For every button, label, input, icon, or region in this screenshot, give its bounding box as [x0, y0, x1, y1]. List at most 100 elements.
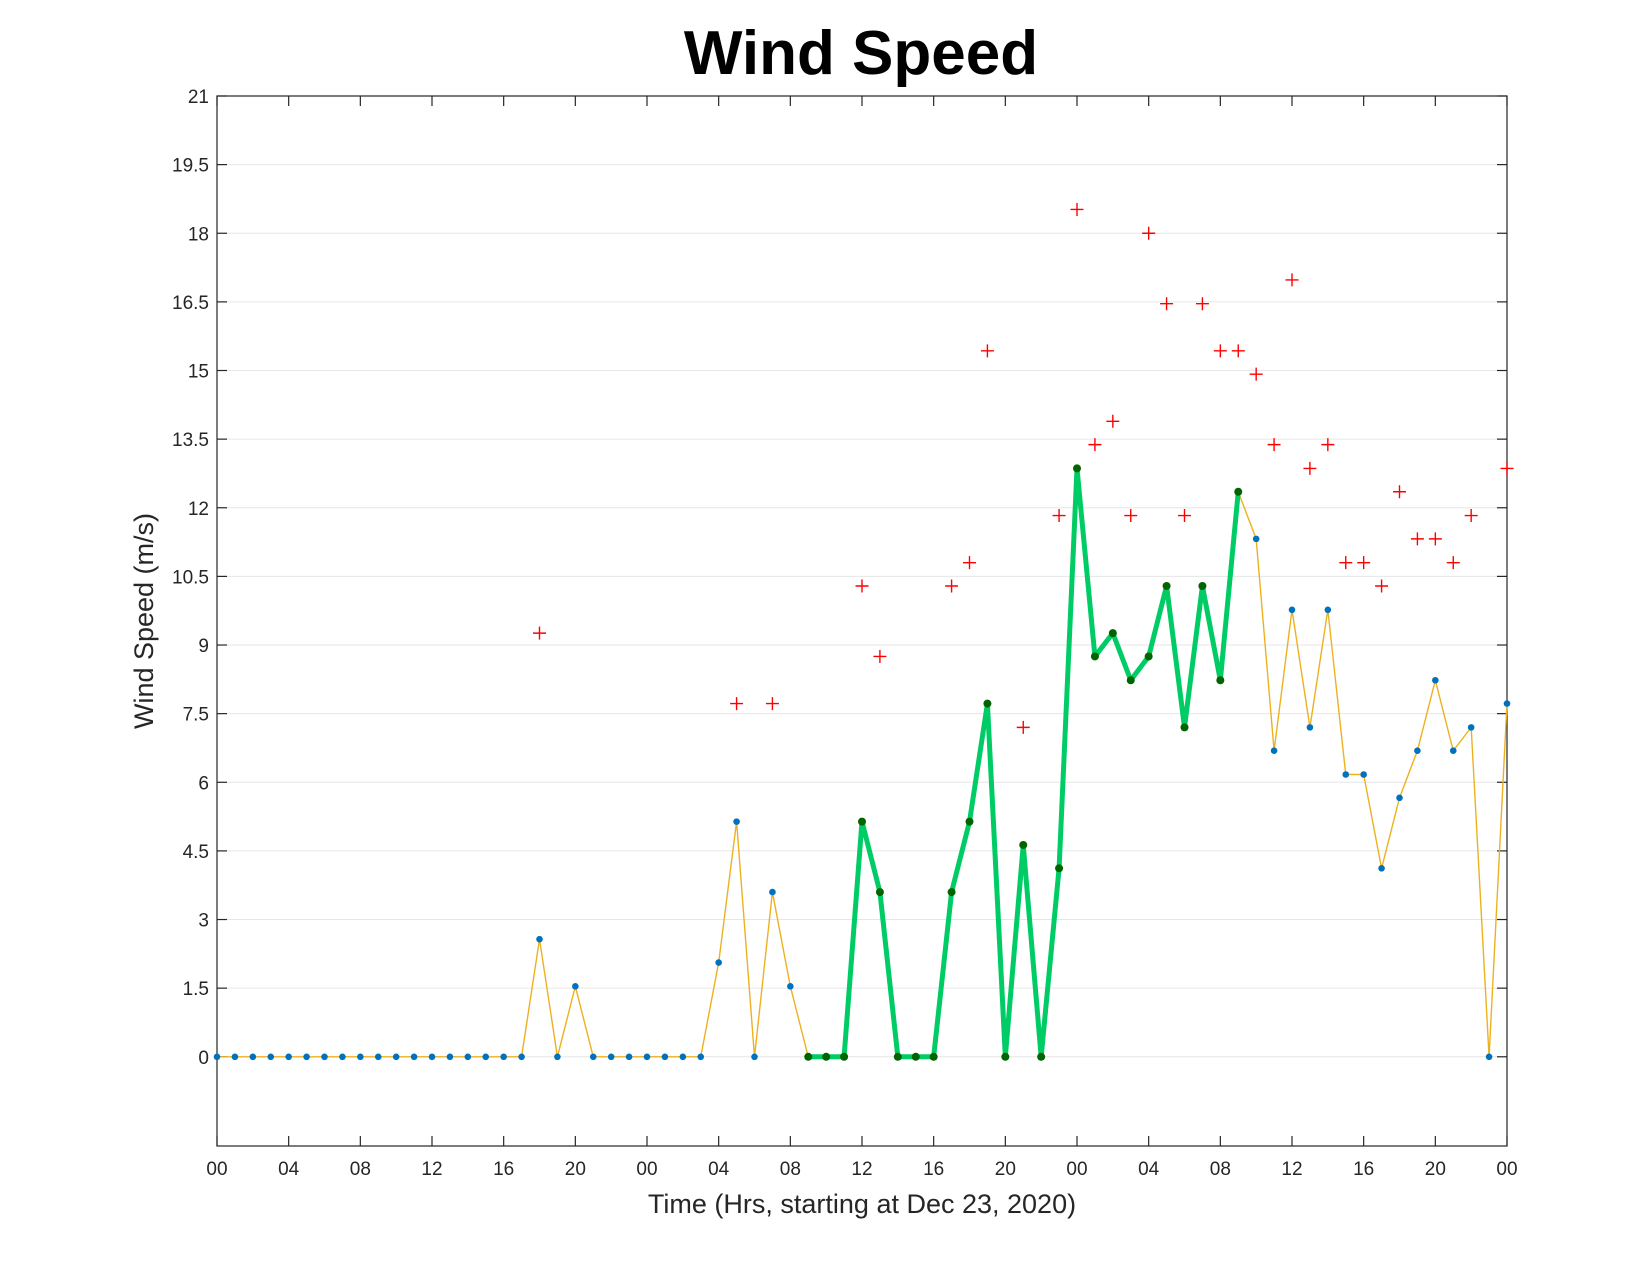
- gust-point: [1106, 414, 1120, 428]
- wind-speed-point: [1467, 724, 1475, 731]
- highlighted-wind-speed-point: [1108, 629, 1117, 638]
- x-tick-label: 16: [1353, 1159, 1374, 1180]
- highlighted-wind-speed-point: [1180, 723, 1189, 732]
- wind-speed-point: [572, 983, 579, 990]
- y-tick-label: 18: [188, 224, 209, 245]
- wind-speed-point: [715, 959, 722, 966]
- wind-speed-point: [357, 1053, 364, 1061]
- wind-speed-point: [1306, 724, 1314, 731]
- x-tick-label: 20: [565, 1159, 586, 1180]
- gust-point: [1160, 297, 1174, 311]
- gust-point: [1213, 344, 1227, 358]
- y-tick-label: 19.5: [172, 156, 209, 177]
- wind-speed-point: [231, 1053, 239, 1061]
- wind-speed-point: [643, 1053, 651, 1061]
- wind-speed-point: [1288, 606, 1296, 614]
- highlighted-wind-speed-point: [893, 1052, 902, 1061]
- wind-speed-point: [374, 1053, 382, 1061]
- chart-title: Wind Speed: [684, 19, 1038, 88]
- gust-point: [945, 579, 959, 593]
- highlighted-wind-speed-point: [1144, 652, 1153, 661]
- gust-point: [873, 649, 887, 663]
- x-tick-label: 20: [1425, 1159, 1446, 1180]
- highlighted-wind-speed-point: [858, 817, 866, 826]
- gust-point: [1393, 485, 1406, 499]
- gust-point: [963, 556, 976, 570]
- highlighted-wind-speed-point: [1090, 652, 1099, 661]
- wind-speed-point: [1360, 771, 1367, 778]
- wind-speed-point: [536, 935, 543, 943]
- wind-speed-point: [697, 1053, 705, 1061]
- x-tick-label: 12: [1281, 1159, 1302, 1180]
- y-tick-label: 10.5: [172, 567, 209, 588]
- highlighted-wind-speed-point: [1216, 676, 1225, 685]
- y-tick-label: 1.5: [183, 979, 209, 1000]
- gust-point: [1428, 532, 1442, 546]
- highlighted-wind-speed-point: [1001, 1052, 1010, 1061]
- highlighted-wind-speed-point: [1055, 864, 1064, 873]
- wind-speed-point: [751, 1053, 758, 1061]
- wind-speed-point: [787, 983, 794, 990]
- grid-lines: [217, 95, 1507, 1058]
- wind-speed-point: [554, 1053, 561, 1061]
- wind-speed-point: [1396, 794, 1403, 802]
- wind-speed-point: [661, 1053, 669, 1061]
- gust-point: [1267, 438, 1281, 452]
- gust-point: [1195, 297, 1209, 311]
- wind-speed-point: [1324, 606, 1332, 614]
- gust-point: [1321, 438, 1335, 452]
- gust-point: [1285, 273, 1299, 287]
- wind-speed-point: [267, 1053, 275, 1061]
- x-tick-label: 08: [780, 1159, 801, 1180]
- x-tick-label: 00: [1066, 1159, 1087, 1180]
- x-tick-label: 00: [1496, 1159, 1517, 1180]
- gust-point: [1142, 226, 1156, 240]
- gust-point: [1178, 509, 1191, 523]
- wind-speed-point: [679, 1053, 687, 1061]
- gust-point: [855, 579, 869, 593]
- highlighted-wind-speed-point: [875, 888, 884, 897]
- gust-point: [1464, 509, 1478, 523]
- y-tick-label: 21: [188, 87, 209, 108]
- gust-point: [1446, 556, 1460, 570]
- gust-point: [1375, 579, 1389, 593]
- wind-speed-point: [1270, 747, 1278, 755]
- y-tick-label: 0: [198, 1048, 209, 1069]
- highlighted-wind-speed-point: [1198, 582, 1207, 590]
- wind-speed-point: [1378, 864, 1385, 872]
- gust-point: [1052, 509, 1066, 523]
- wind-speed-point: [733, 818, 740, 825]
- wind-speed-point: [500, 1053, 507, 1061]
- highlighted-wind-speed-point: [822, 1052, 831, 1061]
- wind-speed-point: [249, 1053, 257, 1061]
- x-tick-label: 08: [350, 1159, 371, 1180]
- wind-speed-point: [1342, 771, 1350, 778]
- wind-speed-point: [482, 1053, 490, 1061]
- gust-point: [1303, 461, 1317, 475]
- y-tick-label: 7.5: [183, 705, 209, 726]
- wind-speed-point: [285, 1053, 292, 1061]
- wind-speed-point: [1432, 676, 1439, 684]
- highlighted-wind-speed-point: [911, 1052, 920, 1061]
- wind-speed-point: [303, 1053, 310, 1061]
- wind-speed-point: [1252, 535, 1260, 543]
- y-tick-label: 9: [198, 636, 209, 657]
- wind-speed-point: [607, 1053, 615, 1061]
- wind-speed-point: [321, 1053, 328, 1061]
- wind-speed-point: [589, 1053, 597, 1061]
- y-tick-label: 12: [188, 499, 209, 520]
- gust-point: [1231, 344, 1245, 358]
- highlighted-wind-speed-point: [1234, 487, 1243, 496]
- highlighted-wind-speed-point: [983, 699, 992, 708]
- x-tick-label: 00: [636, 1159, 657, 1180]
- gust-point: [1124, 509, 1138, 523]
- wind-speed-point: [213, 1053, 221, 1061]
- x-tick-label: 12: [421, 1159, 442, 1180]
- y-tick-label: 3: [198, 911, 209, 932]
- x-tick-label: 16: [493, 1159, 514, 1180]
- gust-point: [1016, 720, 1030, 734]
- gust-point: [1410, 532, 1424, 546]
- wind-speed-point: [428, 1053, 436, 1061]
- wind-speed-point: [769, 888, 776, 896]
